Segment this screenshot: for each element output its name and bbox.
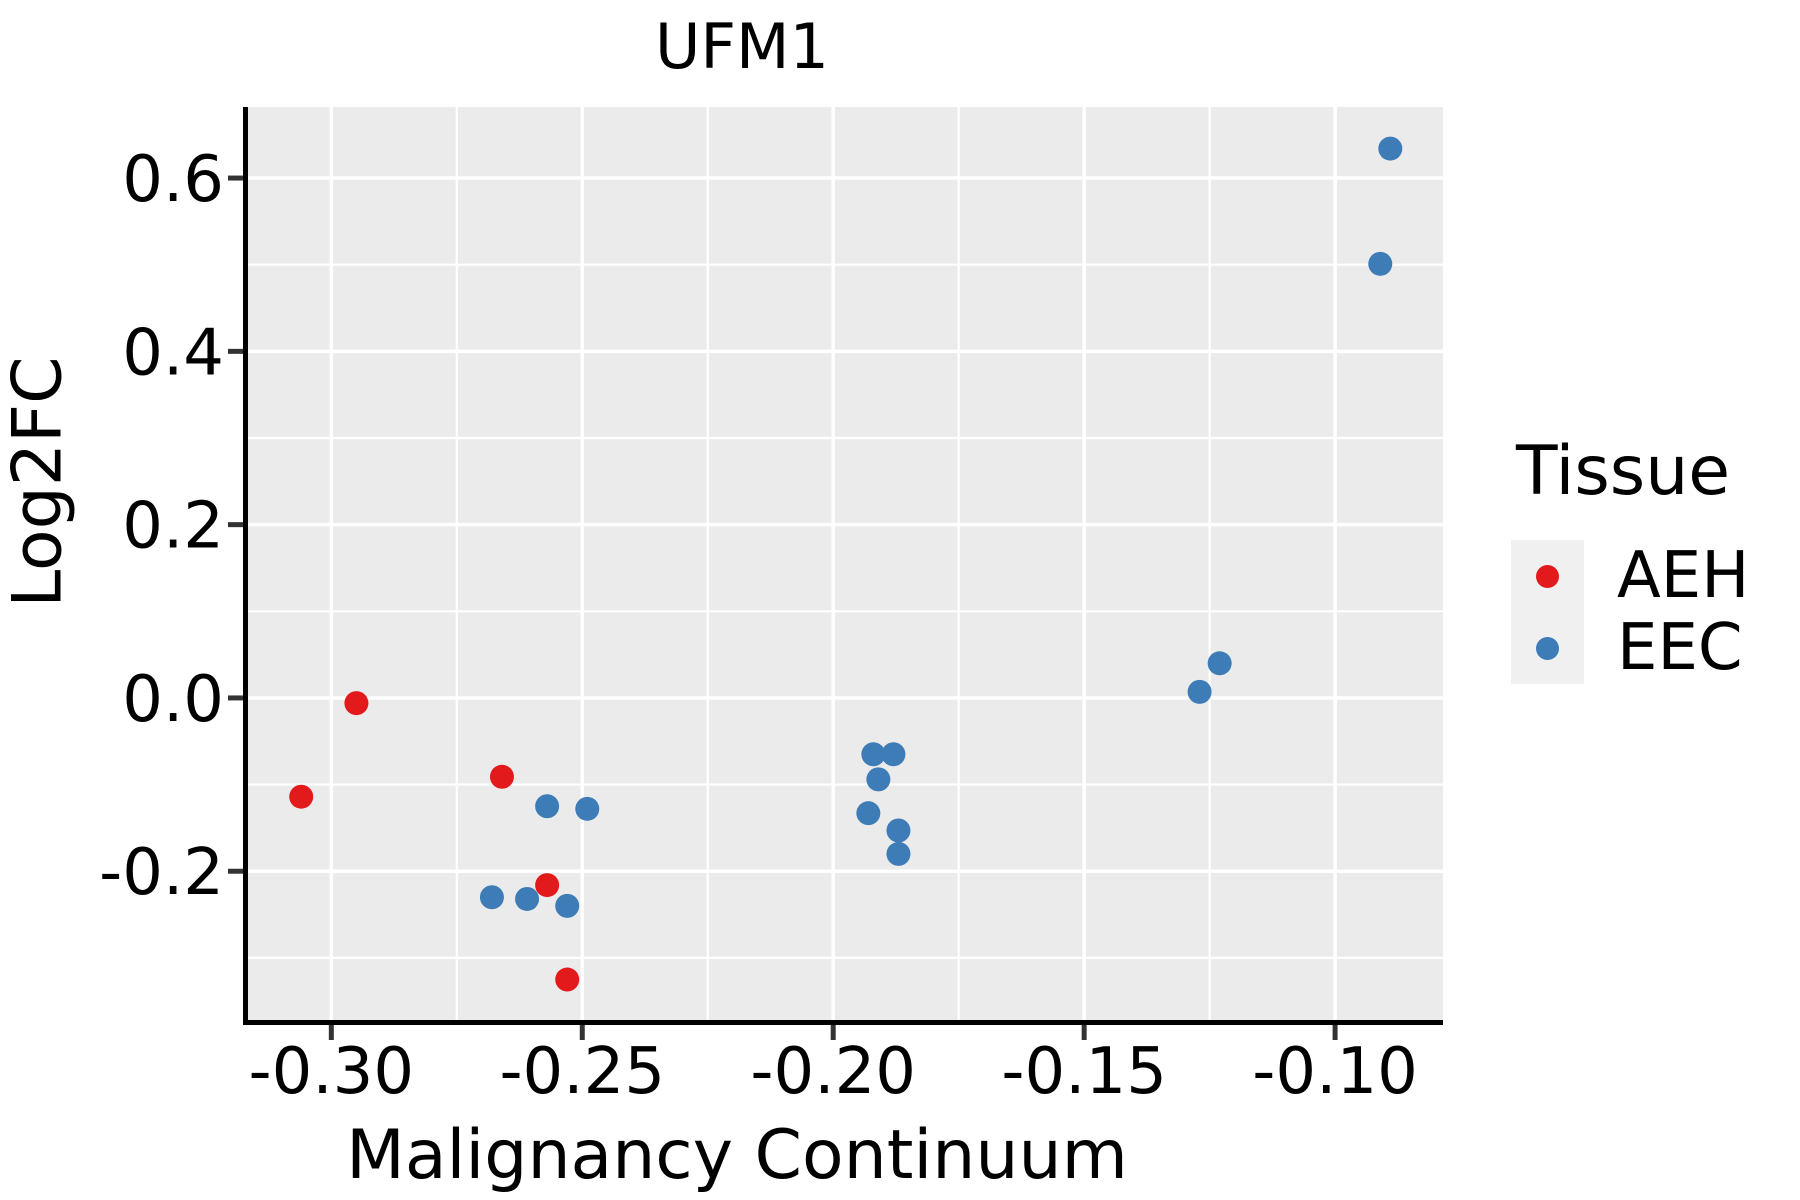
legend-marker-aeh-icon [1536,565,1559,588]
panel-background [246,107,1443,1022]
x-tick-label: -0.15 [1001,1035,1167,1109]
x-tick-label: -0.30 [249,1035,415,1109]
legend-label-eec: EEC [1617,611,1743,685]
legend-key-background [1511,540,1584,684]
data-point-eec [515,886,540,911]
data-point-eec [1378,136,1403,161]
data-point-eec [861,742,886,767]
data-point-eec [856,801,881,826]
x-tick-label: -0.20 [750,1035,916,1109]
data-point-eec [555,893,580,918]
data-point-aeh [555,967,580,992]
data-point-eec [575,796,600,821]
data-point-eec [1207,651,1232,676]
legend-marker-eec-icon [1536,637,1559,660]
y-axis-label: Log2FC [0,356,78,608]
data-point-aeh [489,764,514,789]
y-tick-label: -0.2 [99,836,224,910]
data-point-aeh [289,784,314,809]
y-tick-label: 0.6 [122,143,224,217]
data-point-eec [866,767,891,792]
data-point-eec [479,885,504,910]
x-axis-label: Malignancy Continuum [346,1116,1128,1195]
data-point-eec [886,818,911,843]
y-tick-label: 0.0 [122,663,224,737]
legend-title: Tissue [1516,432,1731,511]
data-point-eec [886,841,911,866]
data-point-aeh [344,691,369,716]
data-point-eec [881,742,906,767]
x-tick-label: -0.25 [499,1035,665,1109]
data-point-eec [1187,679,1212,704]
data-point-aeh [535,873,560,898]
y-tick-label: 0.2 [122,490,224,564]
data-point-eec [1368,251,1393,276]
legend-label-aeh: AEH [1617,539,1750,613]
chart-title: UFM1 [655,10,829,83]
data-point-eec [535,794,560,819]
x-tick-label: -0.10 [1252,1035,1418,1109]
y-tick-label: 0.4 [122,316,224,390]
